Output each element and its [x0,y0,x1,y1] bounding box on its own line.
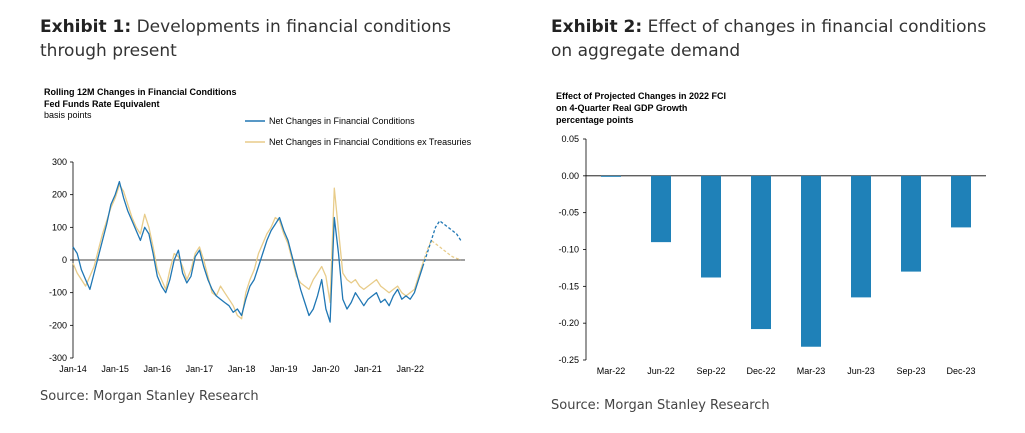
y-tick-label: -0.20 [558,318,579,328]
series-projection-0 [422,219,462,267]
bar-Jun-23 [851,175,871,298]
x-tick-label: Jan-22 [396,364,424,374]
chart1-ylabel: basis points [44,110,92,120]
line-chart: Rolling 12M Changes in Financial Conditi… [44,87,472,374]
x-tick-label: Sep-22 [696,366,725,376]
y-tick-label: 0 [62,255,67,265]
x-tick-label: Dec-22 [746,366,775,376]
x-tick-label: Dec-23 [946,366,975,376]
series-projection-1 [422,239,462,264]
exhibit2-title: Exhibit 2: Effect of changes in financia… [551,15,991,63]
x-tick-label: Sep-23 [896,366,925,376]
bar-Sep-23 [901,175,921,272]
y-tick-label: -0.05 [558,208,579,218]
y-tick-label: 0.00 [561,171,579,181]
bar-chart: Effect of Projected Changes in 2022 FCI … [556,91,986,376]
y-tick-label: 0.05 [561,134,579,144]
x-tick-label: Jun-22 [647,366,675,376]
exhibit2-title-text: Effect of changes in financial condition… [551,17,987,61]
x-tick-label: Jan-18 [228,364,256,374]
x-tick-label: Mar-23 [797,366,826,376]
bar-Sep-22 [701,175,721,278]
chart2-title: Effect of Projected Changes in 2022 FCI [556,91,726,101]
y-tick-label: 300 [52,157,67,167]
y-tick-label: -0.15 [558,281,579,291]
y-tick-label: -0.25 [558,355,579,365]
y-tick-label: -300 [49,353,67,363]
y-tick-label: -100 [49,288,67,298]
y-tick-label: -0.10 [558,245,579,255]
chart2-ylabel: percentage points [556,115,634,125]
chart2-subtitle: on 4-Quarter Real GDP Growth [556,103,687,113]
bar-Mar-23 [801,175,821,347]
bar-Dec-23 [951,175,971,228]
chart1-subtitle: Fed Funds Rate Equivalent [44,99,160,109]
bar-Mar-22 [601,175,621,177]
chart1-title: Rolling 12M Changes in Financial Conditi… [44,87,237,97]
x-tick-label: Jan-16 [144,364,172,374]
x-tick-label: Jan-19 [270,364,298,374]
x-tick-label: Mar-22 [597,366,626,376]
bar-Dec-22 [751,175,771,330]
exhibit1-title-text: Developments in financial conditions thr… [40,17,451,61]
series-line-0 [72,180,424,323]
x-tick-label: Jan-17 [186,364,214,374]
y-tick-label: -200 [49,320,67,330]
bar-Jun-22 [651,175,671,243]
exhibit1-title: Exhibit 1: Developments in financial con… [40,15,490,63]
legend-net: Net Changes in Financial Conditions [269,116,415,126]
x-tick-label: Jan-21 [354,364,382,374]
exhibit2-source: Source: Morgan Stanley Research [551,398,770,413]
x-tick-label: Jan-20 [312,364,340,374]
exhibit2-label: Exhibit 2: [551,17,643,37]
x-tick-label: Jun-23 [847,366,875,376]
exhibit1-label: Exhibit 1: [40,17,132,37]
legend-ex-treasuries: Net Changes in Financial Conditions ex T… [269,137,472,147]
series-line-1 [72,184,424,320]
y-tick-label: 100 [52,222,67,232]
x-tick-label: Jan-15 [101,364,129,374]
x-tick-label: Jan-14 [59,364,87,374]
y-tick-label: 200 [52,190,67,200]
exhibit1-source: Source: Morgan Stanley Research [40,389,259,404]
